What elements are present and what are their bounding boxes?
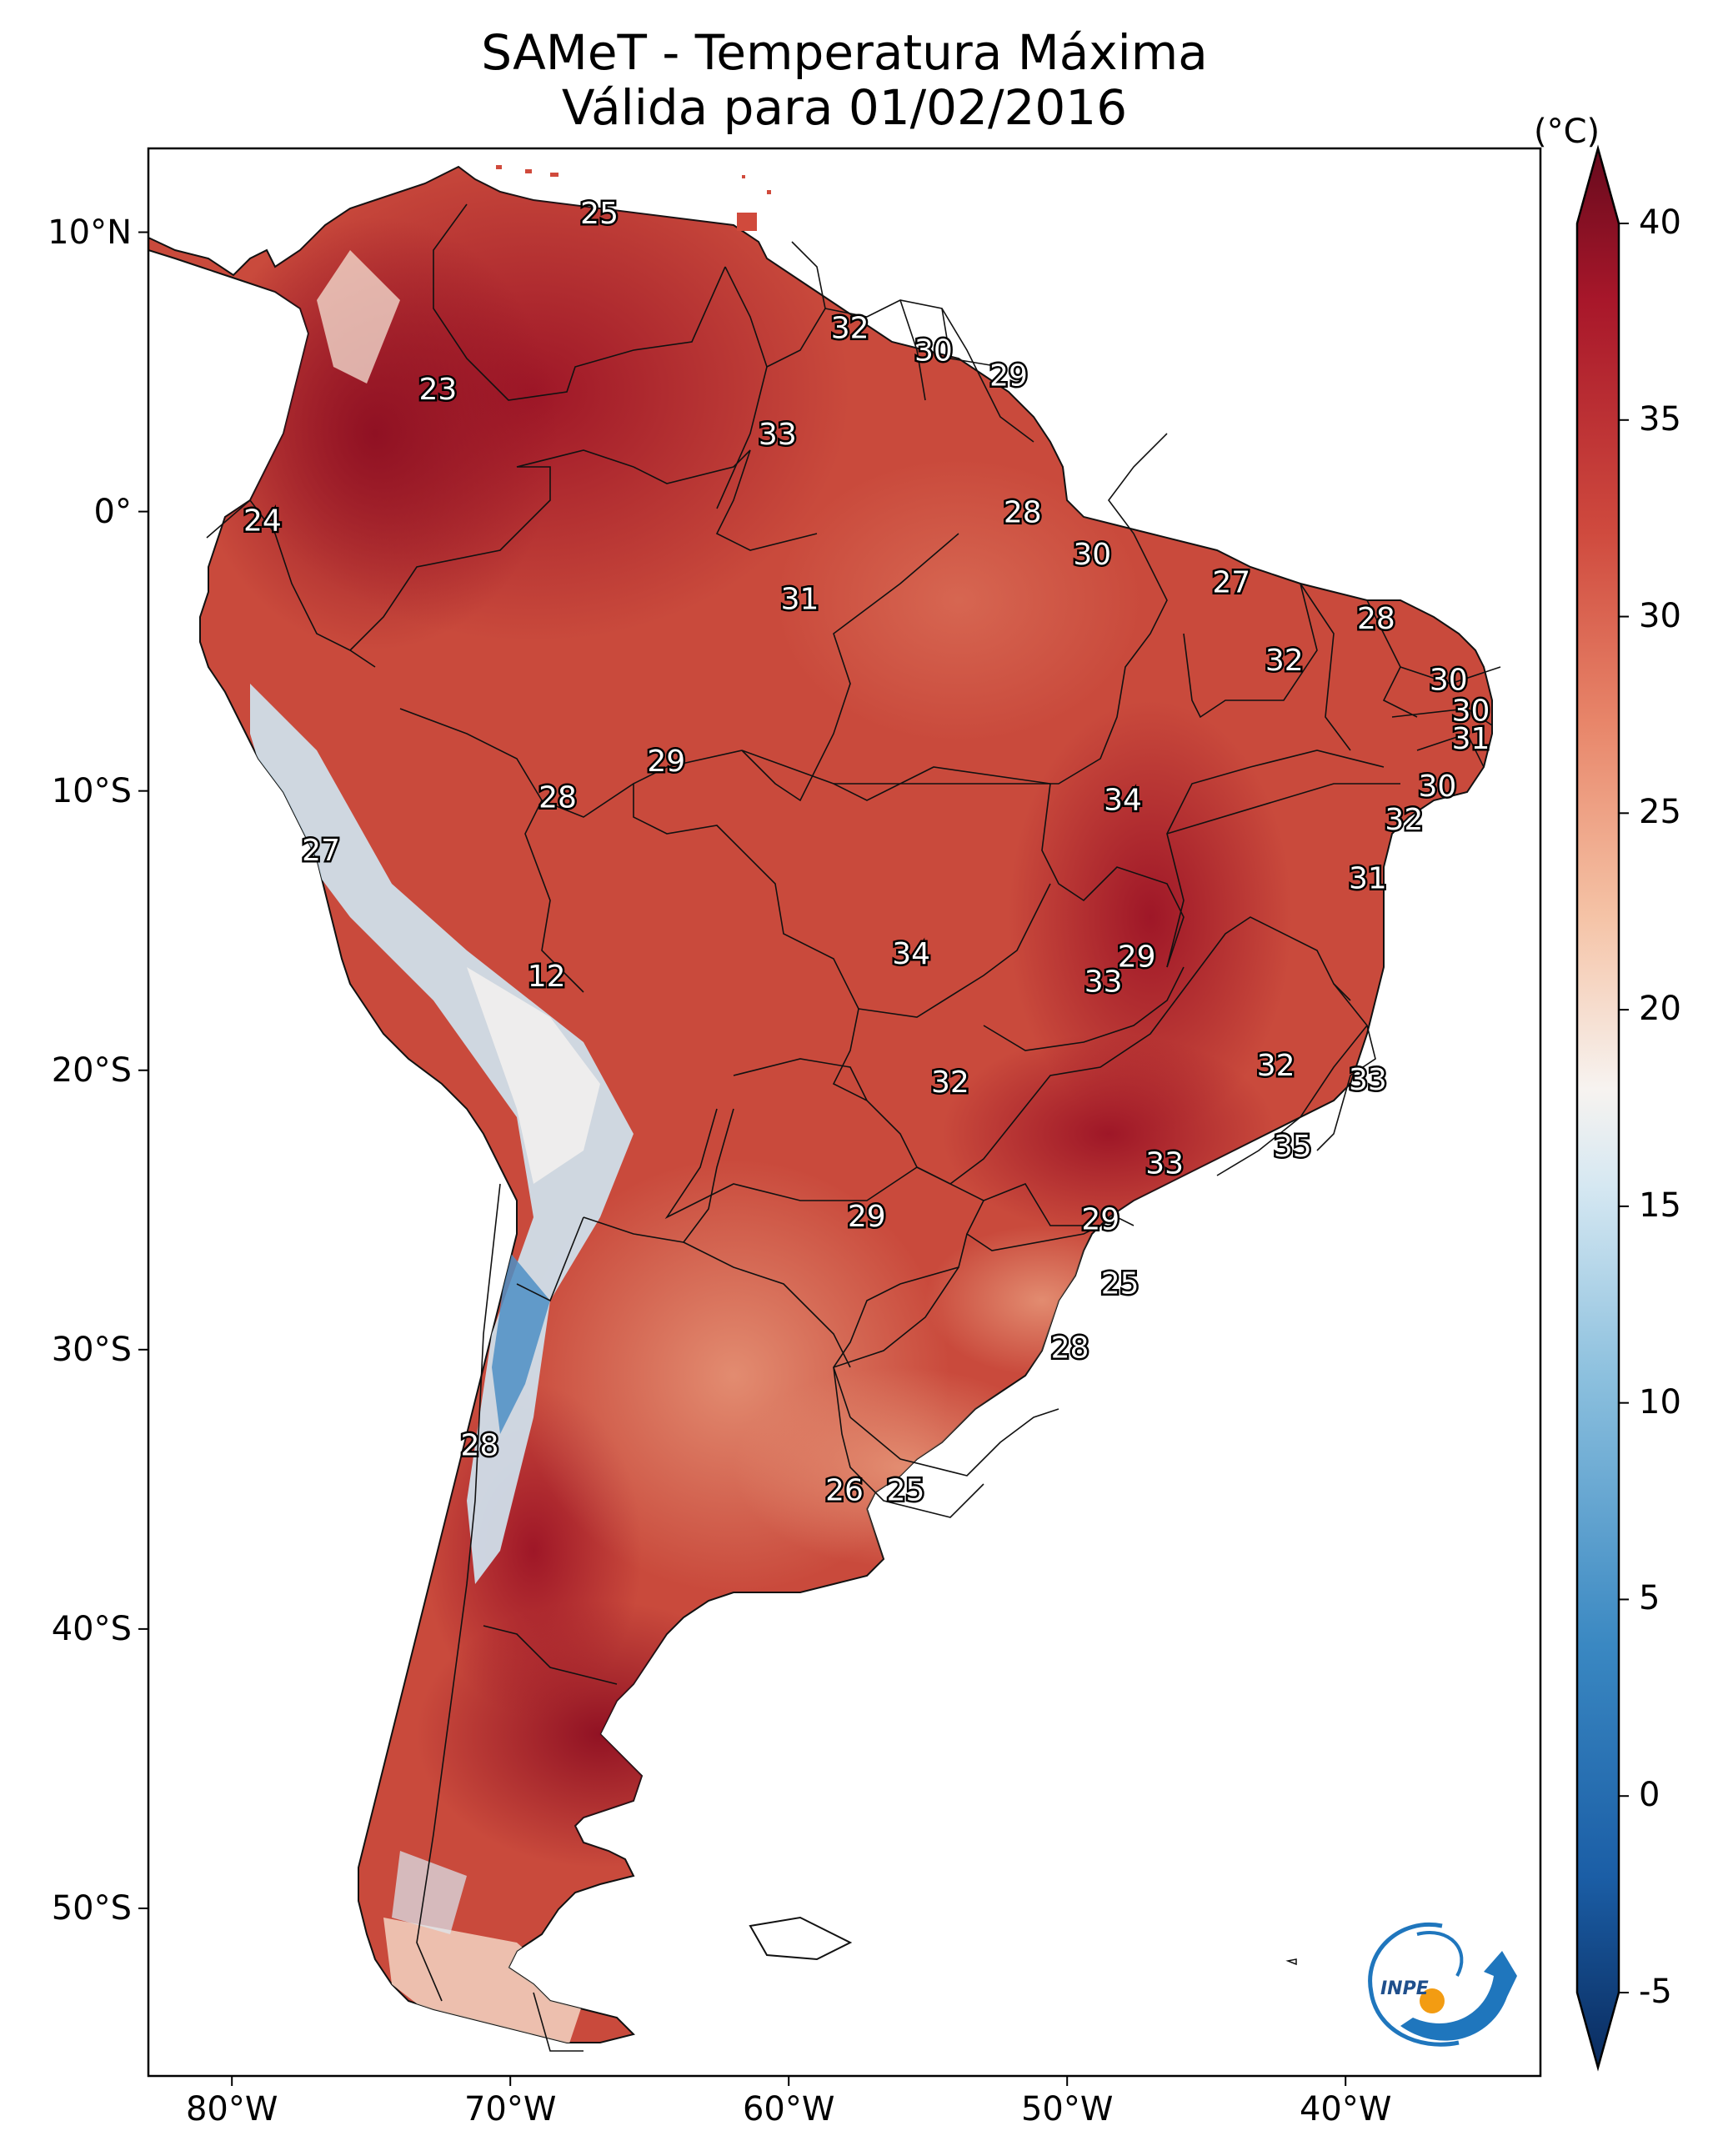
temperature-label: 32 — [1257, 1049, 1295, 1083]
temperature-label: 28 — [1004, 496, 1042, 530]
lon-tick-label: 70°W — [463, 2090, 557, 2128]
temperature-label: 30 — [1419, 770, 1457, 804]
colorbar-tick-label: 40 — [1639, 203, 1681, 242]
temperature-label: 32 — [1265, 644, 1304, 678]
temperature-label: 31 — [781, 582, 819, 616]
temperature-label: 28 — [1051, 1331, 1089, 1365]
temperature-label: 30 — [1073, 538, 1111, 572]
temperature-label: 33 — [759, 418, 797, 452]
temperature-label: 32 — [831, 311, 869, 345]
temperature-label: 25 — [887, 1473, 925, 1507]
temperature-label: 29 — [647, 745, 685, 779]
country-borders — [206, 203, 1501, 2052]
colorbar-tick-label: -5 — [1639, 1973, 1672, 2011]
axis-ticks — [138, 231, 1347, 2086]
colorbar-tick-label: 20 — [1639, 990, 1681, 1029]
colorbar-tick-label: 0 — [1639, 1776, 1660, 1815]
temperature-label: 30 — [914, 333, 953, 368]
temperature-label: 26 — [825, 1473, 864, 1507]
temperature-label: 33 — [1084, 965, 1123, 1000]
temperature-label: 31 — [1349, 862, 1387, 896]
caribbean-islands — [496, 165, 771, 231]
lat-tick-label: 30°S — [51, 1330, 132, 1369]
temperature-label: 30 — [1430, 664, 1468, 698]
inpe-logo: INPE — [1368, 1923, 1517, 2047]
temperature-label: 31 — [1452, 722, 1490, 756]
temperature-label: 28 — [1357, 602, 1395, 636]
temperature-label: 25 — [580, 197, 619, 231]
lon-tick-label: 60°W — [742, 2090, 835, 2128]
colorbar — [1575, 144, 1629, 2072]
temperature-label: 29 — [989, 358, 1028, 393]
temperature-label: 29 — [1118, 940, 1156, 974]
map-title: SAMeT - Temperatura Máxima — [481, 24, 1208, 81]
temperature-label: 27 — [1212, 565, 1250, 599]
lat-tick-label: 40°S — [51, 1609, 132, 1648]
temperature-label: 25 — [1101, 1266, 1139, 1301]
temperature-label: 12 — [528, 960, 566, 994]
temperature-label: 33 — [1349, 1063, 1387, 1097]
lon-tick-label: 50°W — [1020, 2090, 1114, 2128]
temperature-label: 35 — [1274, 1130, 1312, 1164]
temperature-label: 28 — [538, 780, 577, 815]
map-subtitle: Válida para 01/02/2016 — [561, 79, 1128, 136]
colorbar-tick-label: 10 — [1639, 1382, 1681, 1421]
temperature-label: 24 — [243, 504, 282, 539]
colorbar-tick-label: 25 — [1639, 793, 1681, 832]
andes-cold-zone — [250, 684, 634, 1584]
colorbar-tick-label: 30 — [1639, 596, 1681, 635]
temperature-label: 34 — [892, 937, 930, 971]
colorbar-tick-label: 15 — [1639, 1186, 1681, 1225]
falkland-islands — [749, 1916, 853, 1961]
temperature-label: 33 — [1145, 1146, 1184, 1181]
map-frame — [147, 147, 1542, 2078]
temperature-label: 32 — [1385, 803, 1423, 837]
svg-text:INPE: INPE — [1380, 1978, 1429, 1999]
lon-tick-label: 40°W — [1299, 2090, 1392, 2128]
temperature-label: 28 — [461, 1429, 499, 1463]
temperature-label: 34 — [1104, 784, 1142, 818]
temperature-label: 27 — [302, 834, 340, 868]
temperature-label: 29 — [1081, 1202, 1119, 1236]
temperature-label: 32 — [931, 1065, 969, 1100]
lat-tick-label: 0° — [93, 492, 132, 531]
lat-tick-label: 10°N — [48, 213, 132, 252]
lat-tick-label: 50°S — [51, 1888, 132, 1928]
lon-tick-label: 80°W — [185, 2090, 278, 2128]
temperature-label: 30 — [1452, 694, 1490, 728]
temperature-label: 29 — [848, 1200, 886, 1234]
lat-tick-label: 10°S — [51, 771, 132, 810]
colorbar-unit: (°C) — [1534, 113, 1600, 151]
lat-tick-label: 20°S — [51, 1050, 132, 1090]
temperature-label: 23 — [418, 373, 457, 407]
colorbar-tick-label: 35 — [1639, 399, 1681, 439]
colorbar-tick-label: 5 — [1639, 1579, 1660, 1618]
